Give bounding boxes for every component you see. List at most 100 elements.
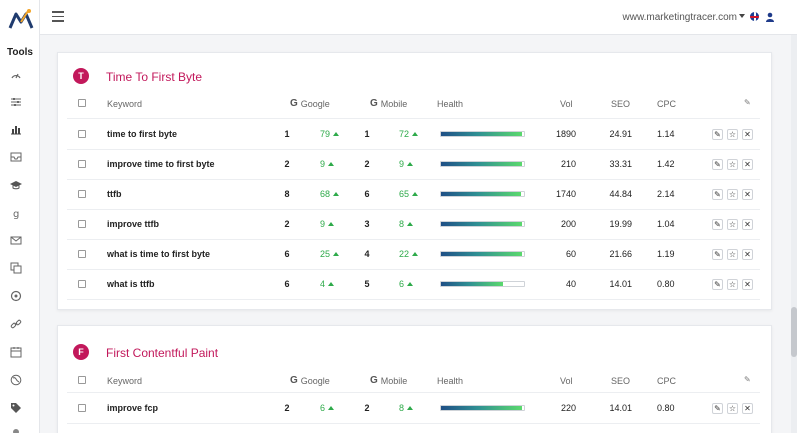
envelope-icon[interactable] (9, 233, 23, 247)
keyword-text[interactable]: time to first byte (107, 129, 178, 139)
seo-column-header[interactable]: SEO (611, 99, 631, 109)
target-icon[interactable] (9, 289, 23, 303)
copy-icon[interactable] (9, 261, 23, 275)
select-all-checkbox[interactable] (78, 376, 86, 384)
row-divider (67, 209, 760, 210)
calendar-icon[interactable] (9, 345, 23, 359)
google-icon[interactable]: g (9, 206, 23, 220)
inbox-icon[interactable] (9, 150, 23, 164)
arrow-up-icon (328, 282, 335, 286)
google-column-header[interactable]: G Google (290, 375, 330, 386)
sliders-icon[interactable] (9, 95, 23, 109)
google-icon: G (370, 98, 378, 109)
mobile-rank: 4 (364, 249, 370, 259)
delete-icon[interactable]: ✕ (742, 403, 753, 414)
star-icon[interactable]: ☆ (727, 189, 738, 200)
delete-icon[interactable]: ✕ (742, 249, 753, 260)
row-checkbox[interactable] (78, 160, 86, 168)
arrow-up-icon (333, 192, 340, 196)
seo-value: 33.31 (609, 159, 632, 169)
keyword-text[interactable]: improve ttfb (107, 219, 160, 229)
bar-chart-icon[interactable] (9, 122, 23, 136)
pin-icon[interactable]: ✎ (744, 98, 751, 107)
hamburger-menu-icon[interactable] (52, 11, 64, 22)
delete-icon[interactable]: ✕ (742, 189, 753, 200)
keyword-text[interactable]: what is ttfb (107, 279, 155, 289)
gauge-icon[interactable] (9, 68, 23, 82)
row-checkbox[interactable] (78, 190, 86, 198)
health-column-header[interactable]: Health (437, 376, 464, 386)
edit-icon[interactable]: ✎ (712, 219, 723, 230)
delete-icon[interactable]: ✕ (742, 279, 753, 290)
star-icon[interactable]: ☆ (727, 403, 738, 414)
more-tools-icon[interactable] (9, 425, 23, 433)
google-rank-change: 68 (320, 189, 340, 199)
edit-icon[interactable]: ✎ (712, 189, 723, 200)
keyword-text[interactable]: ttfb (107, 189, 122, 199)
vol-column-header[interactable]: Vol (560, 99, 573, 109)
delete-icon[interactable]: ✕ (742, 129, 753, 140)
mobile-rank-change: 22 (399, 249, 419, 259)
health-bar-fill (441, 252, 523, 256)
pin-icon[interactable]: ✎ (744, 375, 751, 384)
edit-icon[interactable]: ✎ (712, 403, 723, 414)
edit-icon[interactable]: ✎ (712, 279, 723, 290)
select-all-checkbox[interactable] (78, 99, 86, 107)
link-icon[interactable] (9, 317, 23, 331)
marketingtracer-logo-icon[interactable] (8, 8, 34, 30)
uk-flag-icon[interactable] (750, 12, 759, 21)
star-icon[interactable]: ☆ (727, 159, 738, 170)
health-bar-fill (441, 132, 523, 136)
tools-label: Tools (7, 47, 33, 58)
mobile-column-header[interactable]: G Mobile (370, 98, 408, 109)
keyword-text[interactable]: improve fcp (107, 403, 159, 413)
group-title: First Contentful Paint (106, 346, 219, 360)
delete-icon[interactable]: ✕ (742, 219, 753, 230)
row-checkbox[interactable] (78, 404, 86, 412)
arrow-up-icon (412, 252, 419, 256)
vol-value: 1890 (555, 129, 576, 139)
scrollbar-thumb[interactable] (791, 307, 797, 357)
star-icon[interactable]: ☆ (727, 129, 738, 140)
keyword-column-header[interactable]: Keyword (107, 99, 143, 109)
row-checkbox[interactable] (78, 280, 86, 288)
seo-value: 14.01 (609, 279, 632, 289)
keyword-text[interactable]: what is time to first byte (107, 249, 211, 259)
star-icon[interactable]: ☆ (727, 249, 738, 260)
arrow-up-icon (407, 162, 414, 166)
edit-icon[interactable]: ✎ (712, 249, 723, 260)
google-rank: 2 (284, 403, 290, 413)
graduation-cap-icon[interactable] (9, 178, 23, 192)
row-divider (67, 239, 760, 240)
delete-icon[interactable]: ✕ (742, 159, 753, 170)
row-checkbox[interactable] (78, 250, 86, 258)
seo-column-header[interactable]: SEO (611, 376, 631, 386)
health-column-header[interactable]: Health (437, 99, 464, 109)
cpc-column-header[interactable]: CPC (657, 99, 677, 109)
arrow-up-icon (328, 222, 335, 226)
keyword-text[interactable]: improve time to first byte (107, 159, 215, 169)
health-bar-fill (441, 222, 523, 226)
chevron-down-icon[interactable] (739, 14, 745, 18)
google-rank: 6 (284, 249, 290, 259)
page-scrollbar[interactable] (791, 35, 797, 433)
google-column-header[interactable]: G Google (290, 98, 330, 109)
health-bar-fill (441, 282, 504, 286)
cpc-column-header[interactable]: CPC (657, 376, 677, 386)
keyword-column-header[interactable]: Keyword (107, 376, 143, 386)
edit-icon[interactable]: ✎ (712, 129, 723, 140)
row-checkbox[interactable] (78, 130, 86, 138)
mobile-column-header[interactable]: G Mobile (370, 375, 408, 386)
star-icon[interactable]: ☆ (727, 219, 738, 230)
cpc-value: 0.80 (657, 279, 675, 289)
domain-selector[interactable]: www.marketingtracer.com (622, 12, 737, 23)
vol-column-header[interactable]: Vol (560, 376, 573, 386)
row-checkbox[interactable] (78, 220, 86, 228)
star-icon[interactable]: ☆ (727, 279, 738, 290)
globe-icon[interactable] (9, 373, 23, 387)
user-icon[interactable] (765, 12, 775, 22)
tag-icon[interactable] (9, 401, 23, 415)
row-divider (67, 179, 760, 180)
edit-icon[interactable]: ✎ (712, 159, 723, 170)
seo-value: 21.66 (609, 249, 632, 259)
